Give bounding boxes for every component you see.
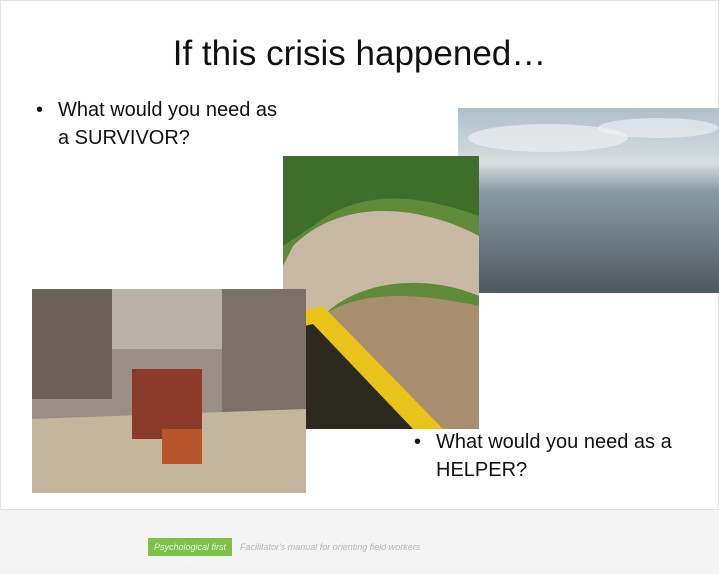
photo-landslide bbox=[283, 156, 479, 429]
photo-street bbox=[32, 289, 306, 493]
footer-badge: Psychological first aid bbox=[148, 538, 232, 556]
page: {"slide": {"title": "If this crisis happ… bbox=[0, 0, 719, 556]
bullet: What would you need as a HELPER? bbox=[408, 428, 719, 484]
bullet: What would you need as a SURVIVOR? bbox=[30, 96, 288, 152]
footer-text: Facilitator's manual for orienting field… bbox=[240, 538, 420, 556]
photo-flood bbox=[458, 108, 719, 293]
slide-title: If this crisis happened… bbox=[0, 34, 719, 74]
